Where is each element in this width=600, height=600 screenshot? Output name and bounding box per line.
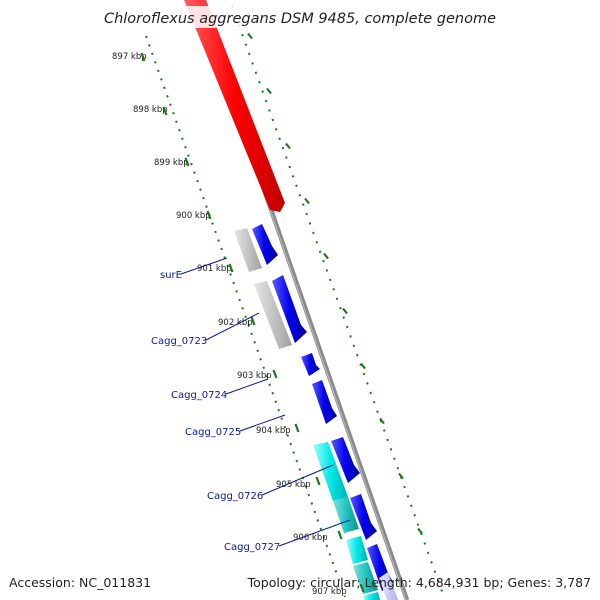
tick-label: 905 kbp	[276, 480, 311, 490]
ruler-tick	[250, 316, 256, 326]
tick-label: 897 kbp	[112, 52, 147, 62]
gene-label-leader	[278, 519, 351, 547]
grey-feature[interactable]	[234, 228, 262, 272]
tick-label: 904 kbp	[256, 426, 291, 436]
map-title: Chloroflexus aggregans DSM 9485, complet…	[104, 11, 496, 27]
cyan-feature[interactable]	[313, 442, 348, 501]
teal-feature[interactable]	[333, 497, 359, 533]
gene-label-leader	[180, 257, 228, 275]
gene-label[interactable]: Cagg_0725	[185, 427, 241, 438]
outer-ruler-tick	[342, 307, 348, 315]
gene-label[interactable]: Cagg_0727	[224, 542, 280, 553]
ruler-tick	[228, 263, 234, 273]
outer-ruler-tick	[360, 362, 366, 370]
ruler: 897 kbp 898 kbp 899 kbp 900 kbp 901 kbp 902 k…	[112, 32, 423, 597]
cds-arrow[interactable]	[252, 224, 278, 265]
accession-text: Accession: NC_011831	[9, 575, 151, 590]
cds-arrow[interactable]	[272, 275, 307, 343]
tick-label: 903 kbp	[237, 371, 272, 381]
ruler-tick	[140, 52, 146, 62]
gene-label-leader	[261, 464, 334, 496]
lavender-feature[interactable]	[379, 572, 398, 600]
gene-labels: surE Cagg_0723 Cagg_0724 Cagg_0725 Cagg_0726…	[151, 257, 351, 553]
tick-label: 900 kbp	[176, 211, 211, 221]
ruler-tick	[359, 583, 365, 593]
tick-label: 906 kbp	[293, 533, 328, 543]
gene-label-leader	[239, 414, 286, 432]
outer-ruler-tick	[266, 87, 272, 95]
gene-label[interactable]: surE	[160, 270, 182, 281]
genome-summary-text: Topology: circular; Length: 4,684,931 bp…	[247, 575, 591, 590]
cds-arrow[interactable]	[331, 437, 360, 483]
outer-ruler-tick	[417, 527, 423, 535]
outer-ruler-tick	[398, 472, 404, 480]
ruler-tick	[272, 369, 278, 379]
ruler-tick	[206, 210, 212, 220]
cds-arrow[interactable]	[312, 380, 337, 424]
outer-ruler-tick	[285, 142, 291, 150]
gene-label[interactable]: Cagg_0726	[207, 491, 263, 502]
feature-track	[184, 0, 398, 600]
teal-feature[interactable]	[353, 562, 378, 594]
inner-guide-line	[145, 35, 346, 598]
ruler-tick	[294, 423, 300, 433]
gene-label-leader	[225, 378, 269, 395]
gene-label[interactable]: Cagg_0723	[151, 336, 207, 347]
tick-label: 901 kbp	[197, 264, 232, 274]
red-feature-arrow[interactable]	[184, 0, 285, 212]
ruler-tick	[184, 157, 190, 167]
ruler-tick	[162, 106, 168, 116]
tick-label: 902 kbp	[218, 318, 253, 328]
tick-label: 907 kbp	[312, 587, 347, 597]
cyan-feature[interactable]	[346, 536, 368, 564]
cds-arrow[interactable]	[301, 353, 320, 376]
tick-label: 898 kbp	[133, 105, 168, 115]
title-backdrop	[108, 6, 492, 28]
outer-ruler-tick	[323, 252, 329, 260]
tick-label: 899 kbp	[154, 158, 189, 168]
cds-arrow[interactable]	[350, 494, 377, 540]
outer-ruler-tick	[304, 197, 310, 205]
gene-label[interactable]: Cagg_0724	[171, 390, 227, 401]
ruler-tick	[315, 476, 321, 486]
outer-ruler-tick	[379, 417, 385, 425]
grey-feature[interactable]	[254, 281, 292, 349]
cyan-feature[interactable]	[363, 592, 380, 600]
outer-ruler-tick	[247, 32, 253, 40]
gene-label-leader	[205, 312, 260, 341]
ruler-tick	[337, 530, 343, 540]
